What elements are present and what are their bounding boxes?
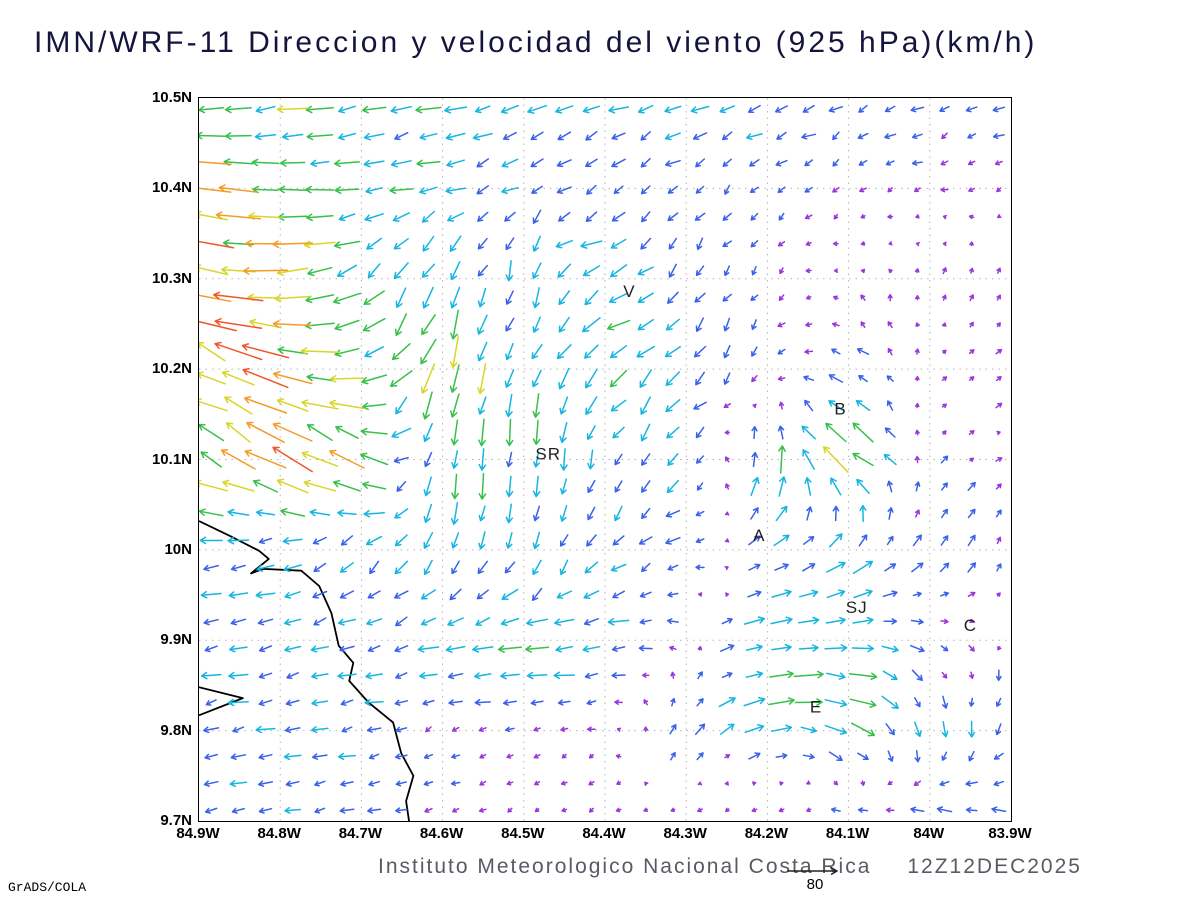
lat-tick-label: 9.7N <box>160 812 192 829</box>
wind-field-svg: V B SR A SJ C E <box>199 98 1011 821</box>
lon-tick-label: 84.9W <box>176 825 220 842</box>
city-label-v: V <box>623 282 635 301</box>
wind-vectors <box>199 240 313 473</box>
coastline-peninsula <box>199 686 244 717</box>
lat-tick-label: 9.9N <box>160 631 192 649</box>
coastline <box>199 520 415 821</box>
lon-tick-label: 84.7W <box>338 825 383 842</box>
lon-tick-label: 84.6W <box>419 825 464 842</box>
lat-tick-label: 10.4N <box>151 179 192 197</box>
lat-tick-label: 10.3N <box>151 269 192 287</box>
lon-tick-label: 84.4W <box>582 825 626 842</box>
valid-time: 12Z12DEC2025 <box>907 855 1082 878</box>
wind-vectors <box>199 105 878 737</box>
wind-vectors <box>203 104 1007 814</box>
lat-tick-label: 10N <box>164 540 192 558</box>
reference-vector-svg <box>787 866 839 876</box>
city-label-c: C <box>964 616 977 635</box>
lat-tick-label: 10.1N <box>151 450 192 468</box>
reference-vector-label: 80 <box>806 876 824 893</box>
lon-tick-label: 83.9W <box>988 825 1032 842</box>
wind-vectors <box>424 132 1003 813</box>
wind-vectors <box>199 161 365 470</box>
lat-tick-label: 9.8N <box>160 721 192 739</box>
lon-tick-label: 84.5W <box>501 825 545 842</box>
lat-tick-label: 10.5N <box>151 89 192 106</box>
city-label-a: A <box>753 526 765 545</box>
chart-title: IMN/WRF-11 Direccion y velocidad del vie… <box>34 26 1038 59</box>
lon-tick-label: 84.3W <box>663 825 707 842</box>
wind-vectors <box>199 105 849 494</box>
city-label-sr: SR <box>535 445 561 464</box>
reference-vector-arrow <box>787 866 839 876</box>
plot-area: V B SR A SJ C E <box>198 97 1012 822</box>
lon-tick-label: 84.8W <box>257 825 301 842</box>
city-label-b: B <box>834 399 846 418</box>
institute-text: Instituto Meteorologico Nacional Costa R… <box>378 855 872 878</box>
lat-tick-label: 10.2N <box>151 360 192 378</box>
lon-tick-label: 84.2W <box>744 825 789 842</box>
lon-tick-label: 84W <box>913 825 945 842</box>
lon-tick-label: 84.1W <box>825 825 870 842</box>
wind-vectors <box>199 104 976 814</box>
grads-credit: GrADS/COLA <box>8 880 87 895</box>
city-label-e: E <box>810 698 822 717</box>
footer-annotation: Instituto Meteorologico Nacional Costa R… <box>378 855 1082 879</box>
city-label-sj: SJ <box>846 598 868 617</box>
